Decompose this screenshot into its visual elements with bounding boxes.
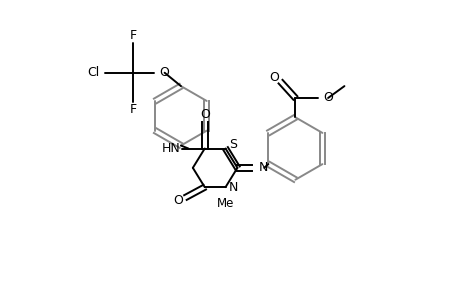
Text: O: O <box>269 71 279 84</box>
Text: HN: HN <box>162 142 180 155</box>
Text: F: F <box>129 29 137 42</box>
Text: N: N <box>258 161 268 174</box>
Text: O: O <box>173 194 183 207</box>
Text: O: O <box>159 66 169 79</box>
Text: Me: Me <box>216 197 234 210</box>
Text: Cl: Cl <box>87 66 99 79</box>
Text: N: N <box>228 181 237 194</box>
Text: O: O <box>322 92 332 104</box>
Text: O: O <box>199 108 209 121</box>
Text: F: F <box>129 103 137 116</box>
Text: S: S <box>229 138 236 152</box>
